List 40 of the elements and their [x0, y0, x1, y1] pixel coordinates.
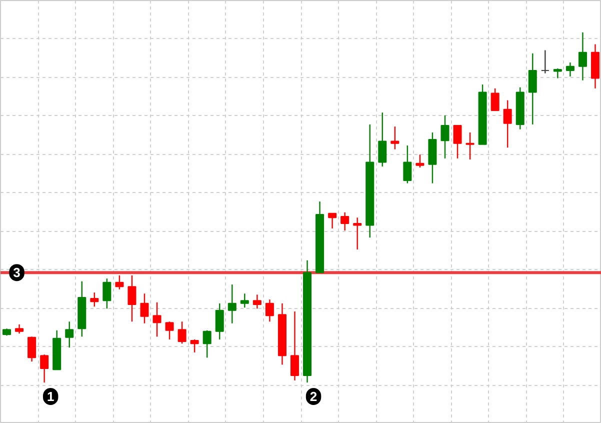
- candlestick: [540, 50, 550, 74]
- annotation: 3: [13, 265, 20, 280]
- candlestick: [403, 144, 412, 184]
- candlestick: [578, 32, 587, 81]
- candlestick: [40, 354, 49, 384]
- candlestick: [290, 310, 299, 382]
- text: 2: [310, 389, 318, 404]
- candlestick: [15, 324, 24, 334]
- candlestick: [566, 62, 574, 78]
- candlestick: [165, 321, 174, 340]
- candlestick: [202, 330, 212, 358]
- text: 1: [46, 389, 54, 404]
- candlestick: [265, 298, 274, 322]
- candlestick: [128, 274, 136, 322]
- candlestick: [228, 284, 236, 324]
- candlestick: [378, 112, 387, 168]
- candlestick: [503, 100, 512, 148]
- candlestick: [215, 302, 224, 340]
- candlestick: [416, 154, 424, 168]
- candlestick: [115, 274, 124, 290]
- candlestick: [553, 68, 562, 79]
- candlestick: [453, 124, 462, 160]
- candlestick: [340, 212, 350, 232]
- candlestick: [28, 336, 36, 362]
- candlestick: [390, 126, 400, 150]
- candlestick: [240, 292, 249, 308]
- candlestick: [90, 292, 99, 308]
- candlestick: [353, 217, 362, 250]
- candlestick: [528, 52, 537, 126]
- candlestick: [178, 321, 186, 344]
- candlestick: [490, 88, 500, 112]
- candlestick: [65, 321, 74, 348]
- candlestick: [466, 132, 474, 160]
- candlestick: [102, 278, 112, 310]
- candlestick: [440, 114, 450, 160]
- candlestick: [152, 302, 162, 338]
- candlestick: [252, 294, 262, 310]
- candlestick: [328, 212, 337, 230]
- candlestick: [140, 292, 149, 324]
- candlestick: [190, 338, 199, 354]
